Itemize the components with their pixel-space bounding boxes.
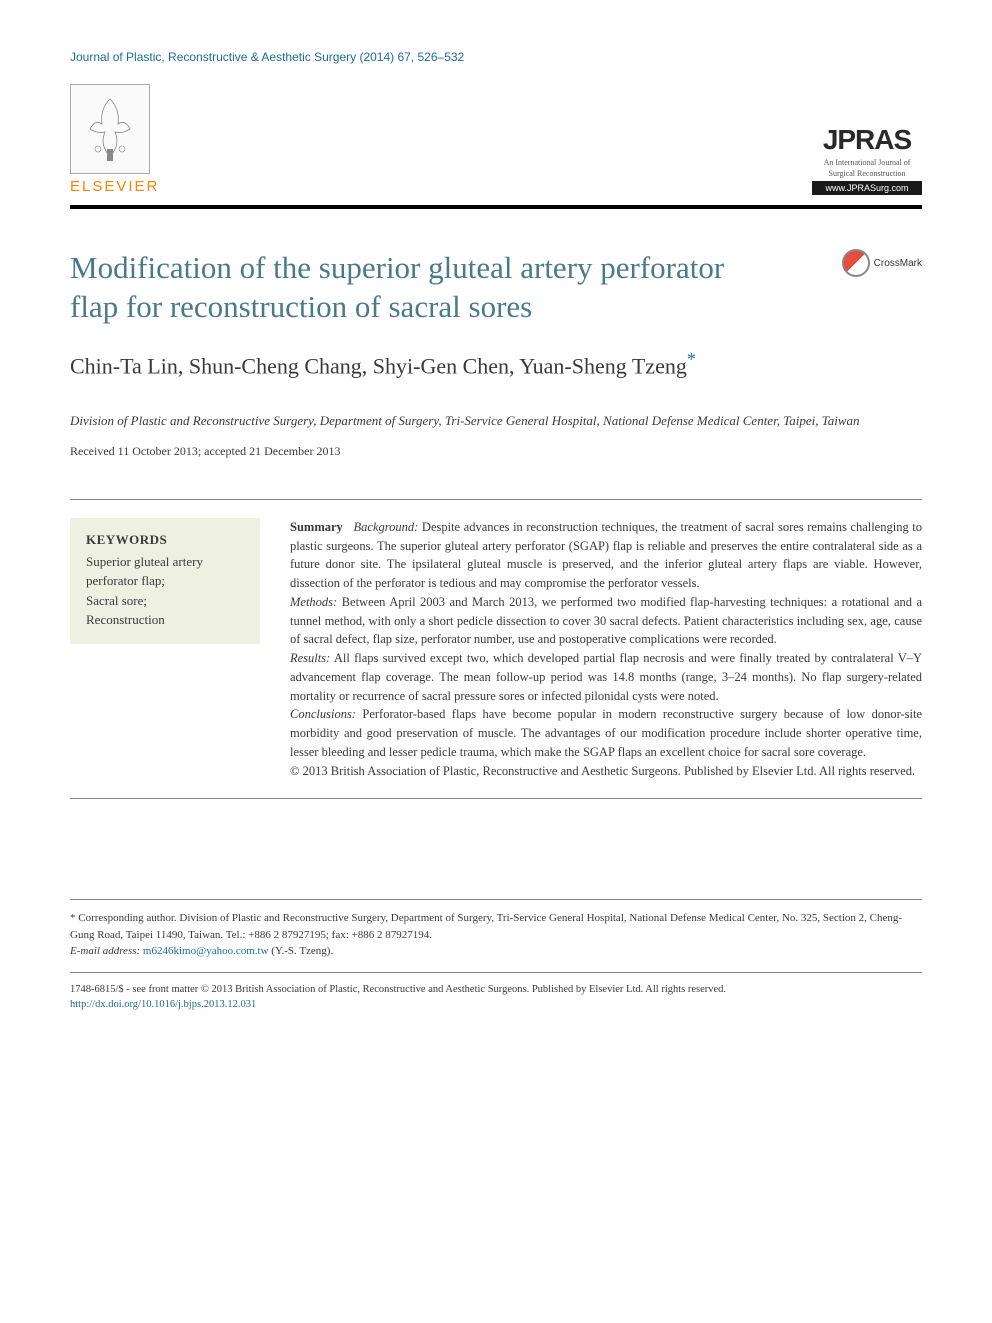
elsevier-logo[interactable]: ELSEVIER: [70, 84, 159, 195]
jpras-url: www.JPRASurg.com: [812, 181, 922, 195]
summary-label: Summary: [290, 520, 343, 534]
crossmark-label: CrossMark: [874, 258, 922, 269]
content-row: KEYWORDS Superior gluteal artery perfora…: [70, 499, 922, 800]
jpras-subtitle-2: Surgical Reconstruction: [812, 169, 922, 179]
jpras-title: JPRAS: [812, 124, 922, 156]
crossmark-icon: [842, 249, 870, 277]
results-label: Results:: [290, 651, 330, 665]
elsevier-text: ELSEVIER: [70, 178, 159, 195]
abstract-copyright: © 2013 British Association of Plastic, R…: [290, 764, 915, 778]
article-dates: Received 11 October 2013; accepted 21 De…: [70, 444, 922, 459]
results-text: All flaps survived except two, which dev…: [290, 651, 922, 703]
jpras-subtitle-1: An International Journal of: [812, 158, 922, 168]
email-name: (Y.-S. Tzeng).: [271, 945, 333, 957]
logos-row: ELSEVIER JPRAS An International Journal …: [70, 84, 922, 195]
keywords-box: KEYWORDS Superior gluteal artery perfora…: [70, 518, 260, 644]
email-link[interactable]: m6246kimo@yahoo.com.tw: [143, 945, 269, 957]
corresponding-author: * Corresponding author. Division of Plas…: [70, 910, 922, 943]
authors-list: Chin-Ta Lin, Shun-Cheng Chang, Shyi-Gen …: [70, 347, 922, 382]
corresponding-marker: *: [687, 349, 696, 369]
doi-link[interactable]: http://dx.doi.org/10.1016/j.bjps.2013.12…: [70, 998, 922, 1013]
background-label: Background:: [354, 520, 419, 534]
email-label: E-mail address:: [70, 945, 140, 957]
crossmark-badge[interactable]: CrossMark: [842, 249, 922, 277]
journal-citation: Journal of Plastic, Reconstructive & Aes…: [70, 50, 922, 64]
methods-label: Methods:: [290, 595, 337, 609]
conclusions-label: Conclusions:: [290, 707, 356, 721]
affiliation: Division of Plastic and Reconstructive S…: [70, 412, 922, 430]
issn-line: 1748-6815/$ - see front matter © 2013 Br…: [70, 983, 922, 998]
divider-bar: [70, 205, 922, 209]
title-row: Modification of the superior gluteal art…: [70, 249, 922, 327]
abstract: Summary Background: Despite advances in …: [290, 500, 922, 799]
authors-names: Chin-Ta Lin, Shun-Cheng Chang, Shyi-Gen …: [70, 353, 687, 378]
article-title: Modification of the superior gluteal art…: [70, 249, 750, 327]
conclusions-text: Perforator-based flaps have become popul…: [290, 707, 922, 759]
elsevier-tree-icon: [70, 84, 150, 174]
keywords-heading: KEYWORDS: [86, 532, 244, 548]
copyright-bar: 1748-6815/$ - see front matter © 2013 Br…: [70, 972, 922, 1012]
keywords-list: Superior gluteal artery perforator flap;…: [86, 552, 244, 630]
footer-section: * Corresponding author. Division of Plas…: [70, 899, 922, 1012]
methods-text: Between April 2003 and March 2013, we pe…: [290, 595, 922, 647]
jpras-logo[interactable]: JPRAS An International Journal of Surgic…: [812, 124, 922, 195]
